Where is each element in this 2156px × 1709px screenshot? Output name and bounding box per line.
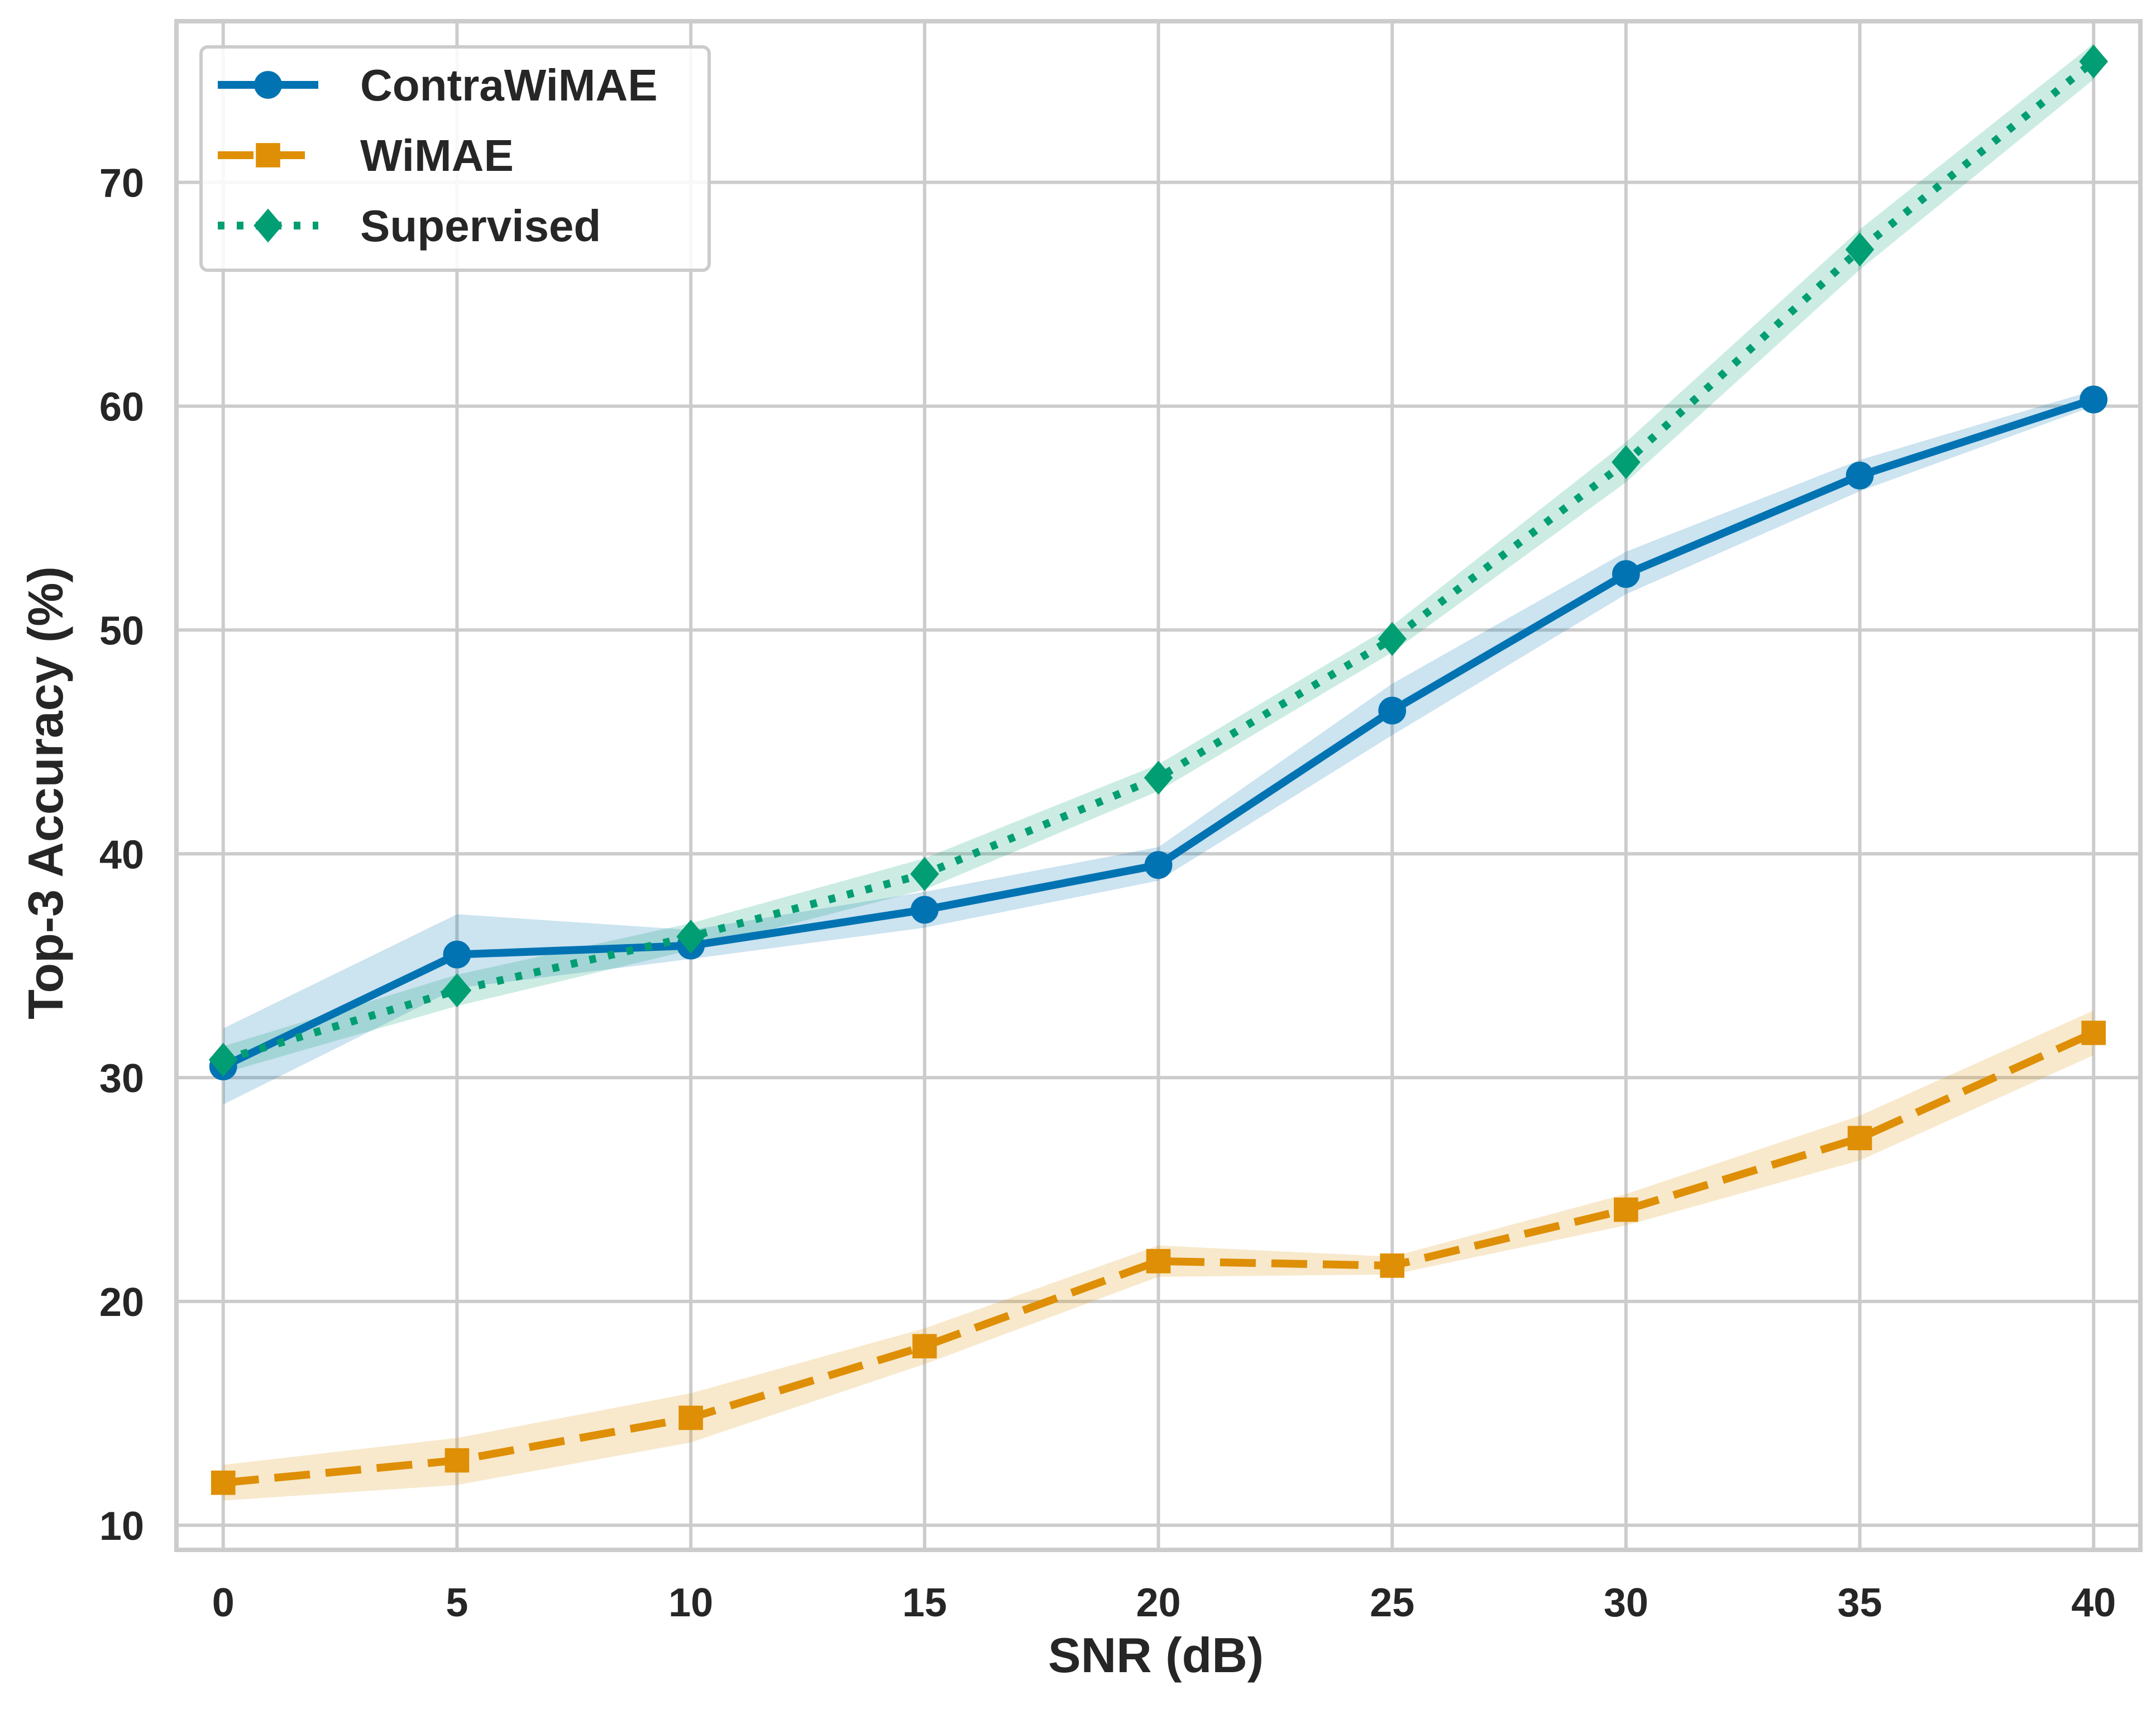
y-tick-labels: 10 20 30 40 50 60 70 bbox=[99, 161, 144, 1549]
legend-box bbox=[199, 45, 711, 272]
y-tick-label: 30 bbox=[99, 1056, 144, 1101]
x-tick-label: 25 bbox=[1370, 1581, 1414, 1625]
x-tick-label: 30 bbox=[1604, 1581, 1648, 1625]
contrawimae-point bbox=[910, 896, 939, 924]
wimae-point bbox=[444, 1448, 470, 1473]
legend-supervised-label: Supervised bbox=[360, 201, 601, 251]
x-tick-label: 40 bbox=[2071, 1581, 2116, 1625]
legend-contrawimae-label: ContraWiMAE bbox=[360, 60, 658, 110]
wimae-point bbox=[1146, 1249, 1171, 1274]
supervised-line bbox=[222, 58, 2096, 1064]
y-axis-label: Top-3 Accuracy (%) bbox=[18, 566, 73, 1019]
wimae-line bbox=[223, 1029, 2096, 1487]
contrawimae-point bbox=[443, 940, 471, 969]
y-tick-label: 70 bbox=[99, 161, 144, 206]
y-tick-label: 50 bbox=[99, 609, 144, 653]
wimae-point bbox=[1380, 1253, 1404, 1278]
supervised-point bbox=[1845, 232, 1875, 267]
contrawimae-point bbox=[1378, 696, 1407, 725]
x-tick-label: 0 bbox=[212, 1581, 235, 1625]
contrawimae-point bbox=[1846, 461, 1874, 490]
contrawimae-point bbox=[2079, 385, 2108, 414]
x-tick-label: 10 bbox=[668, 1581, 713, 1625]
x-tick-label: 5 bbox=[446, 1581, 468, 1625]
legend-supervised-marker bbox=[254, 208, 283, 243]
supervised-point bbox=[1144, 760, 1173, 795]
x-tick-label: 35 bbox=[1838, 1581, 1882, 1625]
wimae-point bbox=[1614, 1197, 1638, 1222]
y-tick-label: 40 bbox=[99, 832, 144, 877]
grid bbox=[176, 21, 2140, 1550]
legend-wimae-marker bbox=[256, 143, 280, 167]
y-tick-label: 10 bbox=[99, 1504, 144, 1549]
supervised-point bbox=[2079, 44, 2109, 79]
wimae-point bbox=[1847, 1126, 1872, 1151]
x-tick-label: 20 bbox=[1136, 1581, 1180, 1625]
legend-contrawimae-marker bbox=[254, 71, 282, 99]
legend: ContraWiMAE WiMAE Supervised bbox=[199, 45, 711, 272]
series-markers bbox=[208, 44, 2109, 1495]
wimae-point bbox=[211, 1470, 236, 1495]
contrawimae-point bbox=[1612, 560, 1640, 588]
supervised-point bbox=[442, 973, 472, 1008]
supervised-point bbox=[1612, 445, 1641, 480]
x-tick-labels: 0 5 10 15 20 25 30 35 40 bbox=[212, 1581, 2116, 1625]
legend-wimae-label: WiMAE bbox=[360, 131, 514, 180]
wimae-point bbox=[678, 1405, 703, 1430]
x-tick-label: 15 bbox=[902, 1581, 947, 1625]
y-tick-label: 60 bbox=[99, 385, 144, 430]
supervised-point bbox=[1378, 622, 1407, 656]
x-axis-label: SNR (dB) bbox=[1048, 1627, 1264, 1683]
contrawimae-point bbox=[1144, 851, 1173, 879]
wimae-point bbox=[912, 1334, 937, 1359]
plot-frame bbox=[174, 19, 2143, 1552]
supervised-point bbox=[208, 1042, 238, 1077]
supervised-point bbox=[676, 920, 705, 954]
wimae-point bbox=[2081, 1021, 2106, 1045]
supervised-point bbox=[910, 856, 939, 891]
y-tick-label: 20 bbox=[99, 1280, 144, 1325]
